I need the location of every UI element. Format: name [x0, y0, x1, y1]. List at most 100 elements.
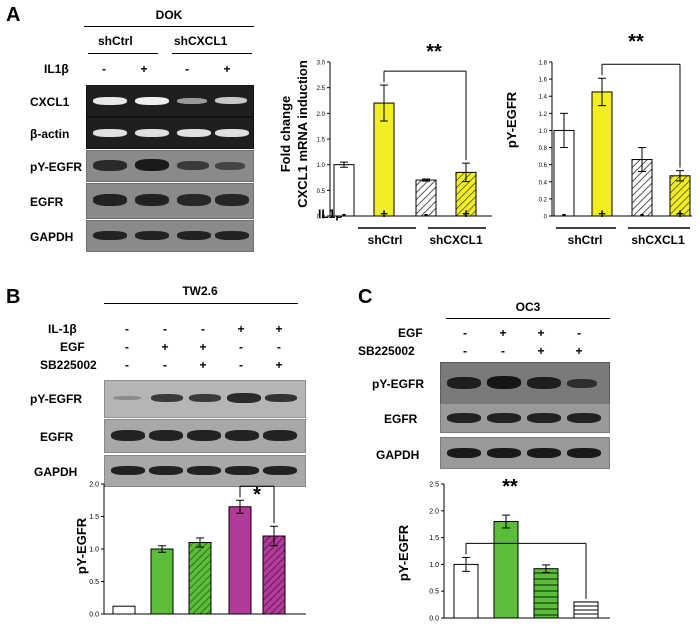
panel-c-label: C	[358, 286, 373, 308]
chart-c-bar	[573, 601, 599, 619]
chart-c-y-tick-label: 2.0	[429, 508, 439, 515]
panel-c-blot-egfr	[440, 403, 610, 433]
chart-b-y-tick-label: 1.5	[89, 514, 99, 521]
panel-a-cell-line-rule	[84, 26, 254, 27]
panel-a-cell-line: DOK	[155, 8, 183, 22]
panel-b-label: B	[6, 286, 21, 308]
panel-a-row-label: CXCL1	[30, 95, 70, 109]
panel-b-mark: -	[239, 340, 243, 354]
chart-a2-bar	[591, 91, 613, 217]
panel-a-row-label: β-actin	[30, 127, 70, 141]
panel-c-blot-gapdh	[440, 437, 610, 469]
chart-b-y-tick-label: 1.0	[89, 547, 99, 554]
panel-b-cond-label: SB225002	[40, 358, 97, 372]
chart-a2-y-tick-label: 0.4	[539, 180, 548, 186]
panel-c-mark: +	[499, 326, 507, 340]
chart-a1-treatment-mark: -	[424, 206, 428, 221]
chart-c-significance: **	[502, 476, 518, 498]
panel-b-mark: +	[161, 340, 169, 354]
chart-c-bar	[493, 521, 519, 619]
panel-b-mark: -	[125, 358, 129, 372]
panel-a-row-label: EGFR	[30, 195, 64, 209]
chart-a2-ylabel: pY-EGFR	[504, 91, 519, 148]
chart-a2-y-tick-label: 0.6	[539, 163, 548, 169]
panel-c-cond-label: SB225002	[358, 344, 415, 358]
panel-a-mark: +	[140, 62, 148, 76]
panel-c-cell-line-rule	[446, 318, 610, 319]
panel-b-mark: +	[199, 358, 207, 372]
panel-b-blot-pyegfr	[104, 380, 306, 418]
chart-a2-treatment-mark: -	[640, 206, 644, 221]
chart-a2-y-tick-label: 0.8	[539, 146, 548, 152]
chart-a1-ylabel: Fold change	[278, 96, 293, 173]
panel-b-mark: -	[163, 322, 167, 336]
chart-c-y-tick-label: 2.5	[429, 482, 439, 489]
chart-b-bar	[112, 605, 136, 615]
chart-b-bar	[188, 542, 212, 615]
panel-b-mark: +	[199, 340, 207, 354]
chart-b-bar	[262, 535, 286, 615]
chart-b-bar	[228, 506, 252, 615]
chart-a1-y-tick-label: 2.0	[317, 112, 326, 118]
chart-a1-y-tick-label: 1.0	[317, 163, 326, 169]
panel-a-mark: +	[223, 62, 231, 76]
panel-b-mark: -	[201, 322, 205, 336]
chart-c-y-tick-label: 1.5	[429, 535, 439, 542]
panel-a-treatment-label: IL1β	[44, 62, 69, 76]
panel-a-group-shctrl: shCtrl	[98, 34, 133, 48]
panel-a-blot-actin	[86, 117, 254, 149]
panel-c-mark: +	[537, 344, 545, 358]
panel-b-row-label: pY-EGFR	[30, 392, 83, 406]
chart-a2-treatment-mark: +	[676, 206, 684, 221]
chart-b-bar	[150, 548, 174, 615]
panel-b-mark: -	[125, 322, 129, 336]
panel-c-row-label: EGFR	[384, 412, 418, 426]
panel-b-cond-label: IL-1β	[48, 322, 77, 336]
chart-c-bar	[453, 563, 479, 619]
chart-a1-treatment-mark: -	[342, 206, 346, 221]
chart-b-y-tick-label: 0.5	[89, 579, 99, 586]
panel-a-blot-pyegfr	[86, 150, 254, 182]
panel-a-blot-cxcl1	[86, 85, 254, 117]
chart-a1-group-label: shCtrl	[368, 233, 403, 247]
panel-c-mark: -	[463, 326, 467, 340]
panel-a-label: A	[6, 4, 21, 26]
panel-c-mark: -	[501, 344, 505, 358]
panel-a-group-shcxcl1: shCXCL1	[174, 34, 228, 48]
panel-a-blot-egfr	[86, 183, 254, 219]
panel-a-mark: -	[102, 62, 106, 76]
chart-a1-group-label: shCXCL1	[429, 233, 483, 247]
chart-c-bar	[533, 568, 559, 619]
chart-b-y-tick-label: 2.0	[89, 482, 99, 489]
chart-b-significance: *	[253, 484, 261, 506]
chart-a1-y-tick-label: 0.5	[317, 189, 326, 195]
panel-c-row-label: GAPDH	[376, 448, 420, 462]
chart-a1-y-tick-label: 0.0	[317, 215, 326, 221]
chart-c-y-tick-label: 0.0	[429, 616, 439, 623]
panel-a-row-label: pY-EGFR	[30, 160, 83, 174]
panel-b-cell-line: TW2.6	[182, 284, 218, 298]
chart-a2-y-tick-label: 0.2	[539, 197, 548, 203]
chart-c-y-tick-label: 0.5	[429, 589, 439, 596]
panel-b-mark: +	[275, 322, 283, 336]
chart-a2-y-tick-label: 1.4	[539, 95, 548, 101]
panel-b-cell-line-rule	[104, 303, 298, 304]
panel-b-row-label: GAPDH	[34, 465, 78, 479]
chart-b-y-tick-label: 0.0	[89, 612, 99, 619]
chart-a1-significance: **	[426, 41, 442, 63]
chart-a2-y-tick-label: 1.0	[539, 129, 548, 135]
chart-a2-treatment-mark: +	[598, 206, 606, 221]
panel-c-cell-line: OC3	[515, 300, 541, 314]
panel-b-row-label: EGFR	[40, 430, 74, 444]
chart-a2-group-label: shCtrl	[568, 233, 603, 247]
panel-a-group-rule-2	[172, 53, 252, 54]
panel-c-blot-pyegfr	[440, 362, 610, 404]
panel-b-mark: +	[275, 358, 283, 372]
chart-a1-y-tick-label: 2.5	[317, 86, 326, 92]
chart-a1-treatment-mark: +	[380, 206, 388, 221]
panel-c-mark: -	[577, 326, 581, 340]
panel-c-row-label: pY-EGFR	[372, 377, 425, 391]
chart-a1-y-tick-label: 1.5	[317, 138, 326, 144]
panel-b-mark: -	[277, 340, 281, 354]
